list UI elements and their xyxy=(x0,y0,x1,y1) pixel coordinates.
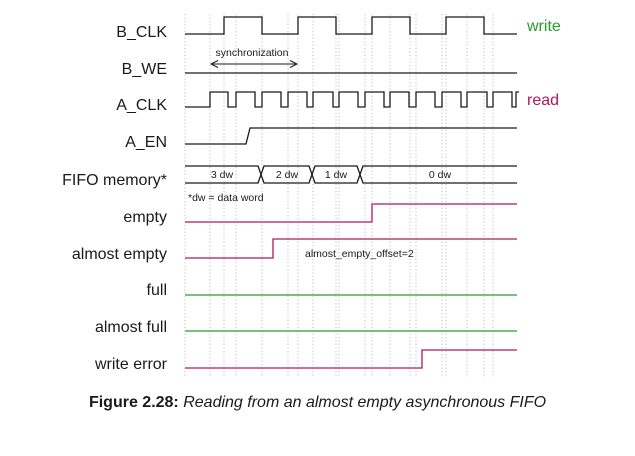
waveform-empty xyxy=(185,203,517,223)
almost-empty-offset-note: almost_empty_offset=2 xyxy=(305,248,414,260)
dw-footnote: *dw = data word xyxy=(188,192,264,204)
grid-lines xyxy=(184,14,494,378)
signal-label-almost-full: almost full xyxy=(95,319,167,336)
fifo-value-3dw: 3 dw xyxy=(211,169,234,181)
waveform-write-error xyxy=(185,349,517,369)
synchronization-annotation: synchronization xyxy=(209,47,299,68)
read-side-label: read xyxy=(527,92,559,109)
arrowhead-right-icon xyxy=(289,60,299,68)
waveform-almost-empty xyxy=(185,238,517,259)
fifo-value-0dw: 0 dw xyxy=(429,169,452,181)
synchronization-label: synchronization xyxy=(216,47,289,59)
figure-number: Figure 2.28: xyxy=(88,394,179,411)
waveform-fifo-memory xyxy=(185,165,517,184)
signal-label-a-clk: A_CLK xyxy=(116,97,167,114)
fifo-value-1dw: 1 dw xyxy=(325,169,348,181)
waveforms xyxy=(185,16,519,369)
figure-caption-text: Reading from an almost empty asynchronou… xyxy=(183,394,547,411)
figure-caption: Figure 2.28: Reading from an almost empt… xyxy=(0,394,635,412)
signal-label-fifo-memory: FIFO memory* xyxy=(62,172,167,189)
fifo-value-2dw: 2 dw xyxy=(276,169,299,181)
signal-label-b-we: B_WE xyxy=(122,61,167,78)
signal-label-a-en: A_EN xyxy=(125,134,167,151)
signal-label-b-clk: B_CLK xyxy=(116,24,167,41)
signal-label-almost-empty: almost empty xyxy=(72,246,167,263)
signal-labels: B_CLK B_WE A_CLK A_EN FIFO memory* empty… xyxy=(62,24,168,373)
fifo-values: 3 dw 2 dw 1 dw 0 dw xyxy=(211,169,452,181)
waveform-b-clk xyxy=(185,16,517,35)
write-side-label: write xyxy=(526,18,561,35)
waveform-a-clk xyxy=(185,91,519,108)
waveform-a-en xyxy=(185,127,517,145)
signal-label-full: full xyxy=(147,282,167,299)
signal-label-write-error: write error xyxy=(94,356,168,373)
arrowhead-left-icon xyxy=(209,60,219,68)
signal-label-empty: empty xyxy=(123,209,167,226)
